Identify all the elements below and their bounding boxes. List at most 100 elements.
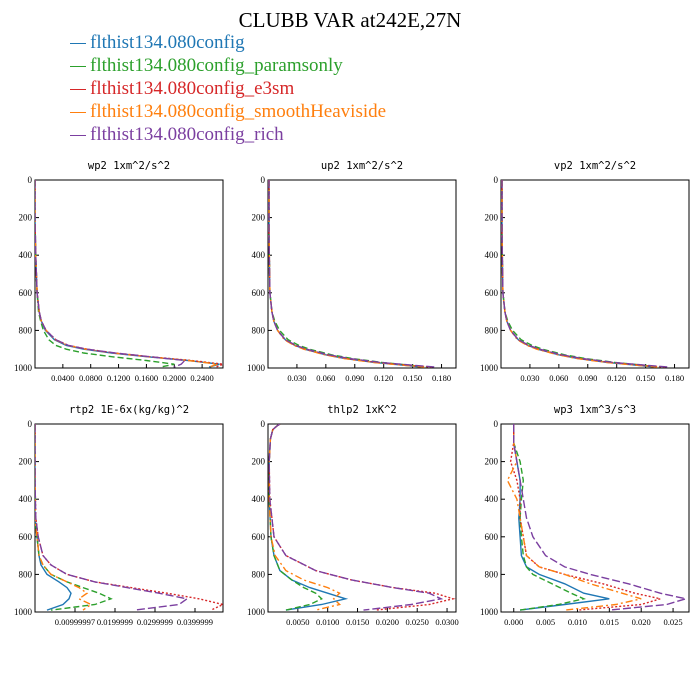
y-tick-label: 600: [19, 532, 33, 542]
y-tick-label: 0: [28, 175, 33, 185]
series-line: [35, 180, 223, 368]
y-tick-label: 400: [252, 494, 266, 504]
x-tick-label: 0.030: [520, 373, 539, 383]
series-line: [268, 424, 444, 611]
legend-swatch: [70, 135, 86, 137]
legend-label: flthist134.080config_e3sm: [90, 78, 295, 99]
x-tick-label: 0.1600: [135, 373, 158, 383]
plot-frame: [267, 179, 457, 369]
series-line: [501, 180, 665, 368]
y-tick-label: 400: [252, 250, 266, 260]
y-tick-label: 0: [28, 419, 33, 429]
y-tick-label: 400: [19, 494, 33, 504]
series-line: [501, 180, 661, 368]
x-tick-label: 0.0300: [435, 617, 458, 627]
page-title: CLUBB VAR at242E,27N: [238, 8, 462, 32]
x-tick-label: 0.015: [600, 617, 619, 627]
x-tick-label: 0.150: [636, 373, 655, 383]
legend-label: flthist134.080config_smoothHeaviside: [90, 101, 387, 122]
y-tick-label: 200: [252, 213, 266, 223]
y-tick-label: 0: [494, 419, 499, 429]
x-tick-label: 0.0100: [316, 617, 339, 627]
x-tick-label: 0.0299999: [137, 617, 173, 627]
series-line: [35, 180, 218, 368]
y-tick-label: 200: [485, 457, 499, 467]
x-tick-label: 0.020: [632, 617, 651, 627]
y-tick-label: 600: [252, 288, 266, 298]
x-tick-label: 0.010: [568, 617, 587, 627]
series-line: [35, 424, 223, 611]
x-tick-label: 0.0250: [406, 617, 429, 627]
x-tick-label: 0.025: [664, 617, 683, 627]
y-tick-label: 600: [485, 532, 499, 542]
y-tick-label: 1000: [480, 607, 499, 617]
plot-frame: [267, 423, 457, 613]
y-tick-label: 400: [485, 494, 499, 504]
y-tick-label: 800: [252, 325, 266, 335]
plot-frame: [34, 423, 224, 613]
y-tick-label: 800: [252, 569, 266, 579]
y-tick-label: 600: [485, 288, 499, 298]
y-tick-label: 800: [485, 569, 499, 579]
series-line: [513, 424, 689, 611]
y-tick-label: 800: [19, 569, 33, 579]
y-tick-label: 200: [19, 213, 33, 223]
chart-panel: rtp2 1E-6x(kg/kg)^2 0 200 400 600 800 1000 0.00…: [14, 404, 224, 627]
series-line: [268, 180, 425, 368]
y-tick-label: 400: [19, 250, 33, 260]
x-tick-label: 0.0200: [376, 617, 399, 627]
legend-swatch: [70, 89, 86, 91]
series-line: [268, 180, 423, 368]
legend-swatch: [70, 43, 86, 45]
y-tick-label: 1000: [14, 607, 33, 617]
legend-swatch: [70, 66, 86, 68]
y-tick-label: 1000: [247, 363, 266, 373]
y-tick-label: 0: [261, 175, 266, 185]
y-tick-label: 0: [261, 419, 266, 429]
legend: flthist134.080config flthist134.080config…: [70, 32, 386, 147]
plot-frame: [500, 179, 690, 369]
chart-panel: thlp2 1xK^2 0 200 400 600 800 1000 0.0050 0.0100…: [247, 404, 459, 627]
x-tick-label: 0.0150: [346, 617, 369, 627]
x-tick-label: 0.120: [374, 373, 393, 383]
y-tick-label: 800: [19, 325, 33, 335]
chart-title: vp2 1xm^2/s^2: [554, 160, 636, 172]
chart-panel: up2 1xm^2/s^2 0 200 400 600 800 1000 0.030 0.060…: [247, 160, 457, 383]
series-line: [513, 424, 587, 611]
chart-title: rtp2 1E-6x(kg/kg)^2: [69, 404, 189, 416]
y-tick-label: 400: [485, 250, 499, 260]
x-tick-label: 0.0050: [286, 617, 309, 627]
x-tick-label: 0.0399999: [177, 617, 213, 627]
legend-item: flthist134.080config: [70, 32, 386, 55]
legend-item: flthist134.080config_paramsonly: [70, 55, 386, 78]
x-tick-label: 0.030: [287, 373, 306, 383]
x-tick-label: 0.150: [403, 373, 422, 383]
plot-frame: [500, 423, 690, 613]
x-tick-label: 0.000: [504, 617, 523, 627]
legend-swatch: [70, 112, 86, 114]
series-line: [501, 180, 670, 368]
x-tick-label: 0.060: [316, 373, 335, 383]
series-line: [268, 180, 432, 368]
x-tick-label: 0.00999997: [55, 617, 95, 627]
series-line: [35, 180, 187, 368]
series-line: [35, 180, 220, 368]
x-tick-label: 0.180: [665, 373, 684, 383]
y-tick-label: 200: [19, 457, 33, 467]
y-tick-label: 1000: [247, 607, 266, 617]
chart-panel: wp3 1xm^3/s^3 0 200 400 600 800 1000 0.000 0.005…: [480, 404, 690, 627]
series-line: [268, 424, 342, 611]
chart-panel: vp2 1xm^2/s^2 0 200 400 600 800 1000 0.030 0.060…: [480, 160, 690, 383]
series-line: [509, 424, 664, 611]
x-tick-label: 0.180: [432, 373, 451, 383]
legend-label: flthist134.080config_paramsonly: [90, 55, 343, 76]
x-tick-label: 0.0800: [79, 373, 102, 383]
series-line: [506, 424, 642, 611]
y-tick-label: 200: [485, 213, 499, 223]
x-tick-label: 0.2400: [190, 373, 213, 383]
series-line: [35, 424, 72, 611]
x-tick-label: 0.1200: [107, 373, 130, 383]
chart-panel: wp2 1xm^2/s^2 0 200 400 600 800 1000 0.0400 0.08…: [14, 160, 224, 383]
y-tick-label: 800: [485, 325, 499, 335]
series-line: [268, 424, 349, 611]
